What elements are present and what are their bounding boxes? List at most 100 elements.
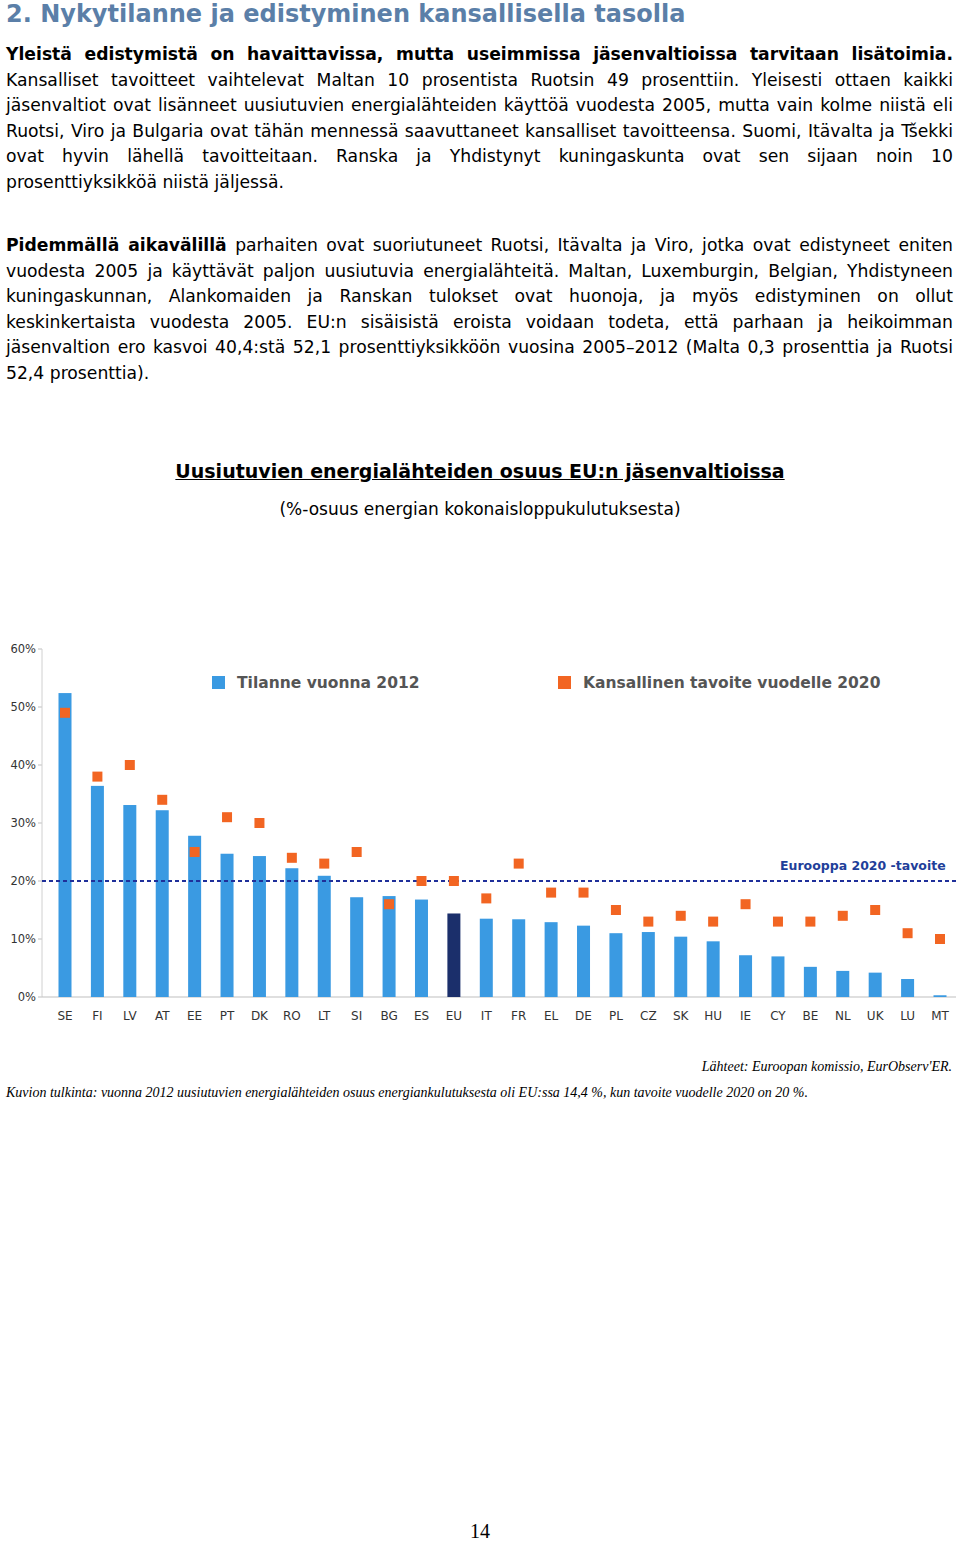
x-tick-label: DE (575, 1009, 592, 1023)
target-marker (935, 934, 945, 944)
target-marker (157, 795, 167, 805)
y-tick-label: 50% (10, 700, 36, 714)
bar (545, 922, 558, 997)
x-tick-label: IT (481, 1009, 493, 1023)
bar (869, 973, 882, 997)
bar (59, 693, 72, 997)
bar (771, 956, 784, 997)
legend-label: Kansallinen tavoite vuodelle 2020 (583, 674, 881, 692)
y-tick (38, 649, 42, 650)
target-marker (579, 888, 589, 898)
x-tick-label: NL (835, 1009, 851, 1023)
y-tick (38, 765, 42, 766)
y-tick-label: 20% (10, 874, 36, 888)
x-tick-label: LU (900, 1009, 915, 1023)
x-tick-label: DK (251, 1009, 269, 1023)
reference-label: Eurooppa 2020 -tavoite (780, 858, 946, 873)
x-tick-label: RO (283, 1009, 301, 1023)
y-tick-label: 10% (10, 932, 36, 946)
chart-subtitle: (%-osuus energian kokonaisloppukulutukse… (0, 499, 960, 519)
x-tick-label: MT (931, 1009, 949, 1023)
bar (609, 933, 622, 997)
target-marker (254, 818, 264, 828)
bar (415, 900, 428, 997)
bar (901, 979, 914, 997)
target-marker (708, 917, 718, 927)
paragraph-lead: Pidemmällä aikavälillä (6, 235, 227, 255)
x-tick-label: SE (57, 1009, 72, 1023)
target-marker (319, 859, 329, 869)
y-tick-label: 0% (18, 990, 36, 1004)
legend-label: Tilanne vuonna 2012 (237, 674, 420, 692)
bar (285, 868, 298, 997)
bar (642, 932, 655, 997)
bar (804, 967, 817, 997)
heading: 2. Nykytilanne ja edistyminen kansallise… (6, 0, 685, 28)
y-axis (42, 649, 43, 997)
x-tick-label: FI (92, 1009, 102, 1023)
bar (350, 897, 363, 997)
target-marker (287, 853, 297, 863)
x-tick-label: FR (511, 1009, 526, 1023)
x-tick-label: PL (609, 1009, 623, 1023)
bar (707, 941, 720, 997)
paragraph-body: parhaiten ovat suoriutuneet Ruotsi, Itäv… (6, 235, 953, 383)
target-marker (125, 760, 135, 770)
paragraph-body: Kansalliset tavoitteet vaihtelevat Malta… (6, 70, 953, 192)
bar (91, 786, 104, 997)
y-tick (38, 939, 42, 940)
bar (156, 810, 169, 997)
y-tick (38, 997, 42, 998)
y-tick (38, 881, 42, 882)
bar (253, 856, 266, 997)
x-tick-label: CZ (640, 1009, 657, 1023)
target-marker (838, 911, 848, 921)
target-marker (773, 917, 783, 927)
x-tick-label: PT (220, 1009, 235, 1023)
bar (836, 971, 849, 997)
target-marker (449, 876, 459, 886)
target-marker (903, 928, 913, 938)
bar (512, 919, 525, 997)
target-marker (92, 772, 102, 782)
target-marker (611, 905, 621, 915)
paragraph-lead: Yleistä edistymistä on havaittavissa, mu… (6, 44, 953, 64)
x-tick-label: EU (446, 1009, 462, 1023)
x-tick-label: EE (187, 1009, 202, 1023)
marks (42, 693, 956, 997)
bar (934, 995, 947, 997)
x-tick-label: SI (351, 1009, 362, 1023)
y-tick-label: 30% (10, 816, 36, 830)
target-marker (741, 899, 751, 909)
x-axis (42, 997, 956, 998)
page: {"heading": "2. Nykytilanne ja edistymin… (0, 0, 960, 1546)
bar (447, 913, 460, 997)
x-tick-label: SK (673, 1009, 690, 1023)
bar (577, 926, 590, 997)
target-marker (676, 911, 686, 921)
target-marker (60, 708, 70, 718)
x-tick-label: LT (318, 1009, 331, 1023)
bar (383, 896, 396, 997)
x-tick-label: UK (867, 1009, 885, 1023)
bar (123, 805, 136, 997)
target-marker (352, 847, 362, 857)
bar (221, 854, 234, 997)
bar (480, 919, 493, 997)
x-tick-label: BG (380, 1009, 397, 1023)
x-tick-label: EL (544, 1009, 559, 1023)
caption: Kuvion tulkinta: vuonna 2012 uusiutuvien… (6, 1083, 953, 1102)
x-tick-label: AT (155, 1009, 170, 1023)
bar (318, 876, 331, 997)
chart-title: Uusiutuvien energialähteiden osuus EU:n … (0, 460, 960, 482)
target-marker (481, 893, 491, 903)
x-tick-label: ES (414, 1009, 429, 1023)
source: Lähteet: Euroopan komissio, EurObserv'ER… (702, 1059, 952, 1075)
x-tick-label: CY (770, 1009, 786, 1023)
paragraph: Pidemmällä aikavälillä parhaiten ovat su… (6, 233, 953, 387)
bar (739, 955, 752, 997)
target-marker (870, 905, 880, 915)
legend-swatch (212, 676, 225, 689)
target-marker (643, 917, 653, 927)
target-marker (384, 899, 394, 909)
